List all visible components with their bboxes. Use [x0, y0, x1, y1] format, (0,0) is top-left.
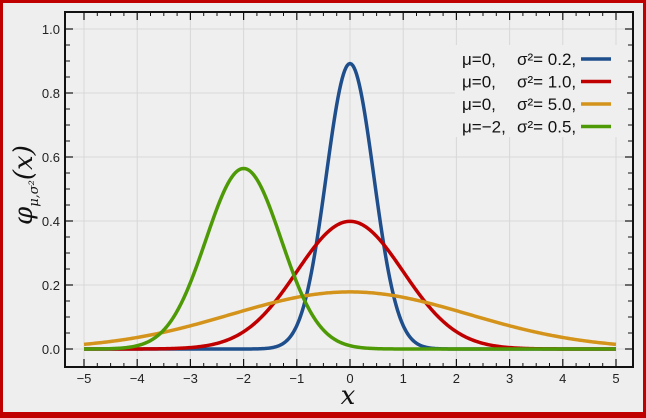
y-tick-label: 0.6 — [42, 150, 60, 165]
curves — [83, 61, 617, 351]
chart-frame: −5 −4 −3 −2 −1 0 1 2 3 4 5 0.0 0.2 0.4 0.6 0.8 1.0 μ=0, σ… — [3, 3, 643, 412]
y-tick-label: 0.2 — [42, 278, 60, 293]
curve-line — [83, 166, 617, 351]
legend-sigma: σ²= 0.2, — [517, 50, 576, 69]
normal-distribution-chart: −5 −4 −3 −2 −1 0 1 2 3 4 5 0.0 0.2 0.4 0.6 0.8 1.0 μ=0, σ… — [9, 11, 634, 411]
x-tick-label: 0 — [346, 371, 353, 386]
legend-sigma: σ²= 5.0, — [517, 95, 576, 114]
y-axis-label-main: φμ,σ²(x) — [9, 145, 42, 225]
x-tick-label: 4 — [559, 371, 566, 386]
x-tick-label: −4 — [130, 371, 145, 386]
legend-sigma: σ²= 0.5, — [517, 118, 576, 137]
y-tick-label: 0.8 — [42, 86, 60, 101]
legend-mu: μ=0, — [462, 73, 496, 92]
x-tick-label: −2 — [236, 371, 251, 386]
x-tick-label: −5 — [77, 371, 92, 386]
legend-sigma: σ²= 1.0, — [517, 73, 576, 92]
y-axis-label: φμ,σ²(x) — [9, 145, 42, 225]
legend-mu: μ=−2, — [462, 118, 506, 137]
x-tick-label: 3 — [506, 371, 513, 386]
legend-mu: μ=0, — [462, 50, 496, 69]
y-tick-label: 0.4 — [42, 214, 60, 229]
legend-mu: μ=0, — [462, 95, 496, 114]
x-tick-label: 1 — [400, 371, 407, 386]
x-tick-label: −1 — [289, 371, 304, 386]
y-tick-label: 0.0 — [42, 342, 60, 357]
x-tick-label: 5 — [612, 371, 619, 386]
legend: μ=0, σ²= 0.2, μ=0, σ²= 1.0, μ=0, σ²= 5.0, μ=−2… — [455, 45, 627, 137]
x-tick-label: 2 — [453, 371, 460, 386]
x-axis-label: x — [341, 381, 356, 411]
y-tick-label: 1.0 — [42, 22, 60, 37]
x-tick-label: −3 — [183, 371, 198, 386]
axis-ticks: −5 −4 −3 −2 −1 0 1 2 3 4 5 0.0 0.2 0.4 0.6 0.8 1.0 — [42, 12, 633, 386]
curve-line — [83, 290, 617, 347]
